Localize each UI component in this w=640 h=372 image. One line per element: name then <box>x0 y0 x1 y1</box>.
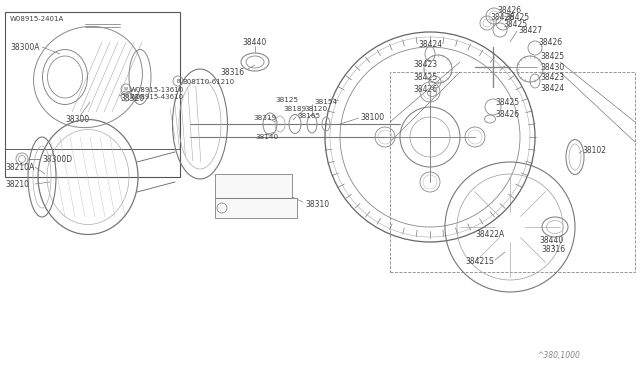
Text: 38300: 38300 <box>65 115 89 124</box>
Text: 38426: 38426 <box>490 13 514 22</box>
Text: 38210A: 38210A <box>5 163 35 171</box>
Text: 38427: 38427 <box>518 26 542 35</box>
Text: 38189: 38189 <box>283 106 306 112</box>
Text: 38430: 38430 <box>540 62 564 71</box>
Text: 38102: 38102 <box>582 145 606 154</box>
Text: 38165: 38165 <box>297 113 320 119</box>
Text: W08915-13610: W08915-13610 <box>130 87 184 93</box>
Text: B: B <box>176 78 180 83</box>
Text: 38426: 38426 <box>495 109 519 119</box>
Text: W08915-43610: W08915-43610 <box>130 94 184 100</box>
Text: 38423: 38423 <box>413 60 437 68</box>
Text: B08110-61210: B08110-61210 <box>182 79 234 85</box>
Text: 38319: 38319 <box>253 115 276 121</box>
Text: W: W <box>124 94 128 98</box>
Text: 38154: 38154 <box>314 99 337 105</box>
Text: 38426: 38426 <box>538 38 562 46</box>
Bar <box>5 12 180 177</box>
Text: 38425: 38425 <box>540 51 564 61</box>
Text: 38125: 38125 <box>275 97 298 103</box>
FancyBboxPatch shape <box>215 198 297 218</box>
Text: 38100: 38100 <box>360 112 384 122</box>
Text: 38424: 38424 <box>540 83 564 93</box>
Text: 38425: 38425 <box>503 19 527 29</box>
Text: 38423: 38423 <box>540 73 564 81</box>
Text: 38425: 38425 <box>505 13 529 22</box>
Text: 38425: 38425 <box>413 73 437 81</box>
Text: 38425: 38425 <box>495 97 519 106</box>
Text: 38440: 38440 <box>243 38 267 46</box>
Bar <box>390 72 635 272</box>
Text: 38300A: 38300A <box>10 42 40 51</box>
Text: 38426: 38426 <box>497 6 521 15</box>
Text: 38310A: 38310A <box>237 182 267 190</box>
FancyBboxPatch shape <box>215 174 292 198</box>
Text: 38300D: 38300D <box>42 154 72 164</box>
Text: 38426: 38426 <box>413 84 437 93</box>
Text: 38421S: 38421S <box>465 257 493 266</box>
Text: W: W <box>220 206 224 210</box>
Text: 38120: 38120 <box>304 106 327 112</box>
Text: 38316: 38316 <box>541 246 565 254</box>
Text: ^380,1000: ^380,1000 <box>537 351 580 360</box>
Text: 38320: 38320 <box>120 93 144 103</box>
Text: 38310: 38310 <box>305 199 329 208</box>
Text: 08915-14210: 08915-14210 <box>230 205 277 211</box>
Text: 38316: 38316 <box>220 67 244 77</box>
Text: 38424: 38424 <box>418 39 442 48</box>
Text: W: W <box>124 87 128 91</box>
Text: 38140: 38140 <box>255 134 278 140</box>
Text: 38422A: 38422A <box>475 230 504 238</box>
Text: W08915-2401A: W08915-2401A <box>10 16 64 22</box>
Text: 38440: 38440 <box>540 235 564 244</box>
Text: 38210: 38210 <box>5 180 29 189</box>
